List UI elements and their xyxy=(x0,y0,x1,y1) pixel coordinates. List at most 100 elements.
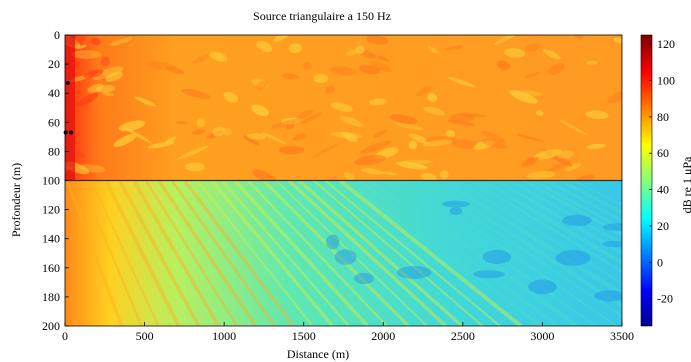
interference-blob xyxy=(473,140,495,150)
beam-stripe xyxy=(247,179,388,326)
beam-stripe xyxy=(287,179,447,326)
interference-blob xyxy=(343,172,355,181)
near-source-band xyxy=(65,35,75,181)
interference-blob xyxy=(273,35,291,42)
beam-stripe xyxy=(297,179,464,326)
interference-blob xyxy=(445,130,456,139)
interference-blob xyxy=(366,35,389,45)
y-tick-label: 160 xyxy=(42,261,60,275)
interference-blob xyxy=(533,149,563,160)
beam-stripe xyxy=(545,179,622,222)
interference-blob xyxy=(606,89,622,104)
interference-blob xyxy=(165,136,177,143)
beam-stripe xyxy=(404,179,618,326)
interference-blob xyxy=(564,163,582,172)
colorbar-label: dB re 1 μPa xyxy=(680,156,691,213)
interference-blob xyxy=(282,73,300,80)
interference-blob xyxy=(261,132,286,144)
interference-blob xyxy=(463,113,488,118)
interference-blob xyxy=(440,170,449,179)
interference-blob xyxy=(369,61,393,73)
colorbar-tick-label: -20 xyxy=(657,292,673,306)
interference-blob xyxy=(358,65,381,75)
beam-stripe xyxy=(376,178,578,326)
beam-stripe xyxy=(90,180,160,326)
interference-blob xyxy=(180,88,211,99)
colorbar-tick-label: 120 xyxy=(657,37,675,51)
interference-blob xyxy=(102,92,115,97)
interference-blob xyxy=(196,118,206,128)
interference-blob xyxy=(481,130,506,144)
interference-blob xyxy=(270,119,300,129)
interference-blob xyxy=(80,52,91,57)
colorbar-tick-label: 100 xyxy=(657,73,675,87)
sediment-beam-pattern xyxy=(65,178,622,326)
beam-stripe xyxy=(495,179,622,255)
interference-blob xyxy=(313,73,329,84)
interference-blob xyxy=(341,131,358,143)
low-level-blob xyxy=(528,279,557,295)
interference-blob xyxy=(526,170,556,180)
colorbar-tick-label: 60 xyxy=(657,146,669,160)
plot-area xyxy=(65,35,622,326)
interference-blob xyxy=(147,141,175,149)
interference-blob xyxy=(96,85,116,93)
beam-stripe xyxy=(352,179,542,326)
colorbar-tick-label: 0 xyxy=(657,255,663,269)
x-tick-label: 0 xyxy=(62,329,68,343)
x-tick-label: 1500 xyxy=(292,329,316,343)
interference-blob xyxy=(325,85,336,94)
low-level-blob xyxy=(555,250,591,266)
interference-blob xyxy=(369,98,388,106)
source-point xyxy=(65,81,70,85)
interference-blob xyxy=(548,63,565,76)
interference-blob xyxy=(256,80,269,90)
colorbar-tick-label: 20 xyxy=(657,219,669,233)
interference-blob xyxy=(585,110,609,120)
beam-stripe xyxy=(262,179,410,326)
interference-blob xyxy=(251,78,270,89)
low-level-blob xyxy=(354,272,374,285)
interference-blob xyxy=(481,138,507,149)
x-tick-label: 3000 xyxy=(530,329,554,343)
interference-blob xyxy=(124,127,152,144)
interference-blob xyxy=(408,133,430,144)
beam-stripe xyxy=(481,178,622,265)
sediment-field xyxy=(65,180,622,326)
beam-stripe xyxy=(324,179,501,326)
low-level-blob xyxy=(449,207,463,216)
interference-blob xyxy=(373,129,387,138)
interference-blob xyxy=(389,114,418,124)
source-point xyxy=(69,130,73,135)
interference-blob xyxy=(354,155,386,166)
interference-blob xyxy=(330,66,357,76)
interference-blob xyxy=(209,51,228,62)
interference-blob xyxy=(360,140,391,154)
low-level-blob xyxy=(473,270,505,279)
beam-stripe xyxy=(419,179,622,318)
interference-blob xyxy=(427,93,438,102)
y-tick-label: 80 xyxy=(48,144,60,158)
beam-stripe xyxy=(442,178,622,297)
beam-stripe xyxy=(157,179,258,326)
interference-blob xyxy=(445,45,464,51)
interference-blob xyxy=(381,171,397,176)
y-axis-ticks: 0 20 40 60 80 100 120 140 160 180 200 xyxy=(42,28,69,333)
beam-stripe xyxy=(183,179,295,326)
beam-stripe xyxy=(389,179,597,326)
interference-blob xyxy=(525,43,541,52)
interference-blob xyxy=(330,102,353,112)
beam-stripe xyxy=(275,179,428,326)
interference-blob xyxy=(223,91,239,103)
interference-blob xyxy=(100,56,110,67)
beam-stripe xyxy=(132,179,221,326)
beam-stripe xyxy=(522,179,622,237)
colorbar-ticks: -20 0 20 40 60 80 100 120 xyxy=(649,37,675,306)
y-tick-label: 180 xyxy=(42,290,60,304)
interference-blob xyxy=(292,133,307,141)
colorbar xyxy=(640,34,653,327)
interference-blob xyxy=(427,46,439,54)
interference-blob xyxy=(243,135,260,146)
beam-stripe xyxy=(532,179,622,230)
